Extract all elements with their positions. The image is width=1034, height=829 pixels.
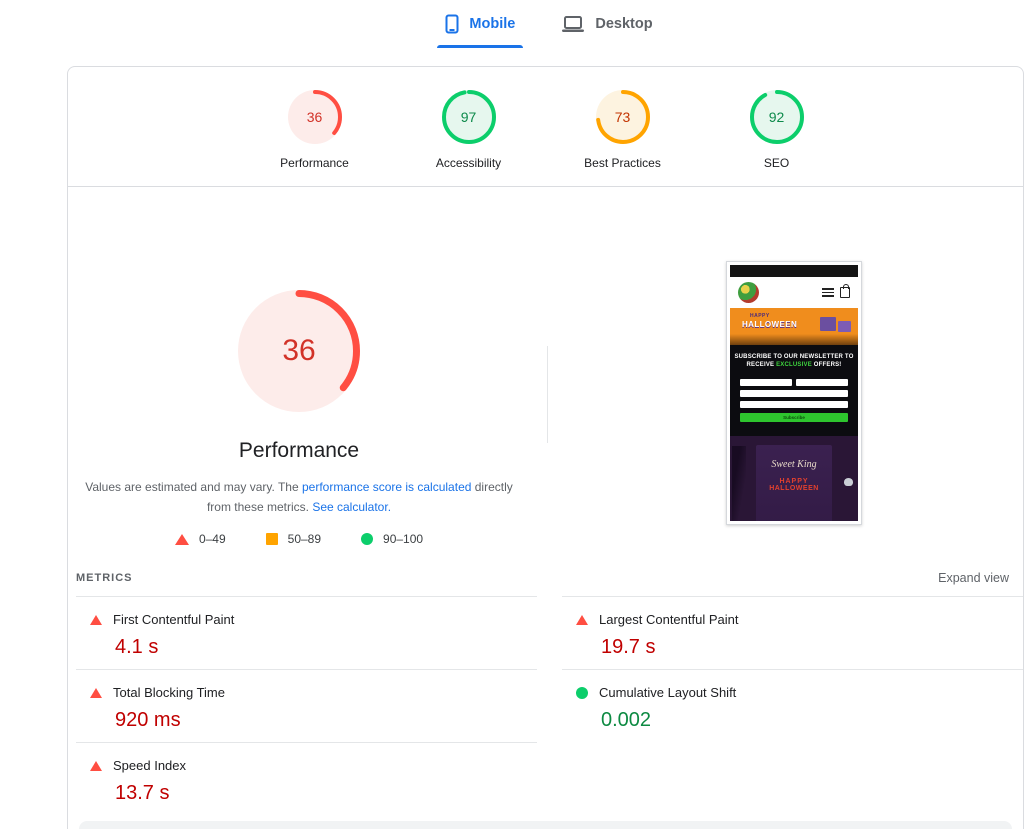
metrics-heading: METRICS bbox=[76, 571, 133, 584]
score-calculation-link[interactable]: performance score is calculated bbox=[302, 480, 472, 494]
legend-average: 50–89 bbox=[265, 532, 321, 546]
candy-box bbox=[820, 317, 836, 331]
metric-label: Cumulative Layout Shift bbox=[599, 685, 737, 700]
category-label: Accessibility bbox=[435, 156, 502, 170]
brand-poster: Sweet King HAPPY HALLOWEEN bbox=[756, 445, 832, 521]
score-disclaimer: Values are estimated and may vary. The p… bbox=[85, 480, 513, 514]
fail-triangle-icon bbox=[90, 760, 102, 771]
report-card: 36 Performance 97 Accessibility 73 Best … bbox=[67, 66, 1024, 829]
newsletter-popup: SUBSCRIBE TO OUR NEWSLETTER TO RECEIVE E… bbox=[730, 345, 858, 436]
score-gauge-best-practices[interactable]: 73 Best Practices bbox=[579, 89, 667, 170]
promo-bar bbox=[730, 265, 858, 277]
page-screenshot-thumbnail[interactable]: HAPPY HALLOWEEN SUBSCRIBE TO OUR NEWSLET… bbox=[726, 261, 862, 525]
metric-first-contentful-paint: First Contentful Paint 4.1 s bbox=[76, 596, 537, 669]
metrics-section: METRICS Expand view First Contentful Pai… bbox=[68, 559, 1023, 815]
desktop-laptop-icon bbox=[561, 15, 585, 33]
halloween-illustration: Sweet King HAPPY HALLOWEEN ✆ bbox=[730, 436, 858, 521]
fail-triangle-icon bbox=[576, 614, 588, 625]
metric-cumulative-layout-shift: Cumulative Layout Shift 0.002 bbox=[562, 669, 1023, 742]
gauge-score: 36 bbox=[306, 109, 323, 125]
gauge-score: 36 bbox=[282, 334, 316, 367]
metric-label: First Contentful Paint bbox=[113, 612, 235, 627]
legend-fail: 0–49 bbox=[174, 532, 226, 546]
metric-value: 19.7 s bbox=[601, 636, 656, 658]
mobile-phone-icon bbox=[445, 14, 459, 34]
pass-circle-icon bbox=[361, 533, 374, 545]
first-name-input bbox=[740, 379, 792, 386]
performance-title: Performance bbox=[238, 439, 360, 462]
category-label: SEO bbox=[763, 156, 790, 170]
score-gauge-performance[interactable]: 36 Performance bbox=[271, 89, 359, 170]
pass-circle-icon bbox=[576, 686, 588, 699]
shopping-bag-icon bbox=[840, 284, 850, 298]
site-logo bbox=[738, 282, 759, 303]
average-square-icon bbox=[265, 533, 278, 545]
tab-desktop[interactable]: Desktop bbox=[551, 0, 662, 48]
category-label: Best Practices bbox=[584, 156, 661, 170]
fail-triangle-icon bbox=[90, 614, 102, 625]
category-scores-row: 36 Performance 97 Accessibility 73 Best … bbox=[68, 67, 1023, 187]
metric-label: Largest Contentful Paint bbox=[599, 612, 739, 627]
skull-icon bbox=[844, 478, 853, 486]
metric-total-blocking-time: Total Blocking Time 920 ms bbox=[76, 669, 537, 742]
metric-label: Total Blocking Time bbox=[113, 685, 225, 700]
expand-view-button[interactable]: Expand view bbox=[938, 570, 1009, 585]
performance-overview: 36 Performance Values are estimated and … bbox=[68, 187, 1023, 559]
see-calculator-link[interactable]: See calculator. bbox=[312, 500, 392, 514]
score-gauge-accessibility[interactable]: 97 Accessibility bbox=[425, 89, 513, 170]
tab-desktop-label: Desktop bbox=[595, 16, 653, 32]
gauge-score: 73 bbox=[614, 109, 631, 125]
category-label: Performance bbox=[280, 156, 349, 170]
device-tabs: Mobile Desktop bbox=[0, 0, 1034, 52]
tab-mobile-label: Mobile bbox=[469, 16, 516, 32]
vertical-divider bbox=[547, 346, 548, 443]
metric-value: 13.7 s bbox=[115, 782, 170, 804]
metric-value: 920 ms bbox=[115, 709, 181, 731]
phone-input bbox=[740, 401, 848, 408]
hamburger-icon bbox=[822, 288, 834, 297]
subscribe-button: Subscribe bbox=[740, 413, 848, 422]
tab-mobile[interactable]: Mobile bbox=[435, 0, 525, 48]
metric-speed-index: Speed Index 13.7 s bbox=[76, 742, 537, 815]
fail-triangle-icon bbox=[174, 533, 189, 545]
score-legend: 0–49 50–89 90–100 bbox=[68, 532, 530, 546]
email-input bbox=[740, 390, 848, 397]
last-name-input bbox=[796, 379, 848, 386]
metric-value: 0.002 bbox=[601, 709, 652, 731]
spooky-tree bbox=[732, 446, 746, 521]
score-gauge-seo[interactable]: 92 SEO bbox=[733, 89, 821, 170]
metric-empty-cell bbox=[562, 742, 1023, 815]
halloween-banner: HAPPY HALLOWEEN bbox=[730, 308, 858, 345]
metrics-grid: First Contentful Paint 4.1 s Largest Con… bbox=[76, 596, 1023, 815]
next-section-bar bbox=[79, 821, 1012, 829]
performance-main-gauge: 36 bbox=[237, 289, 361, 413]
legend-pass: 90–100 bbox=[361, 532, 423, 546]
gauge-score: 92 bbox=[768, 109, 785, 125]
gauge-score: 97 bbox=[460, 109, 477, 125]
fail-triangle-icon bbox=[90, 687, 102, 698]
candy-box bbox=[838, 321, 851, 332]
metric-largest-contentful-paint: Largest Contentful Paint 19.7 s bbox=[562, 596, 1023, 669]
site-header bbox=[730, 277, 858, 308]
metric-value: 4.1 s bbox=[115, 636, 159, 658]
metric-label: Speed Index bbox=[113, 758, 187, 773]
